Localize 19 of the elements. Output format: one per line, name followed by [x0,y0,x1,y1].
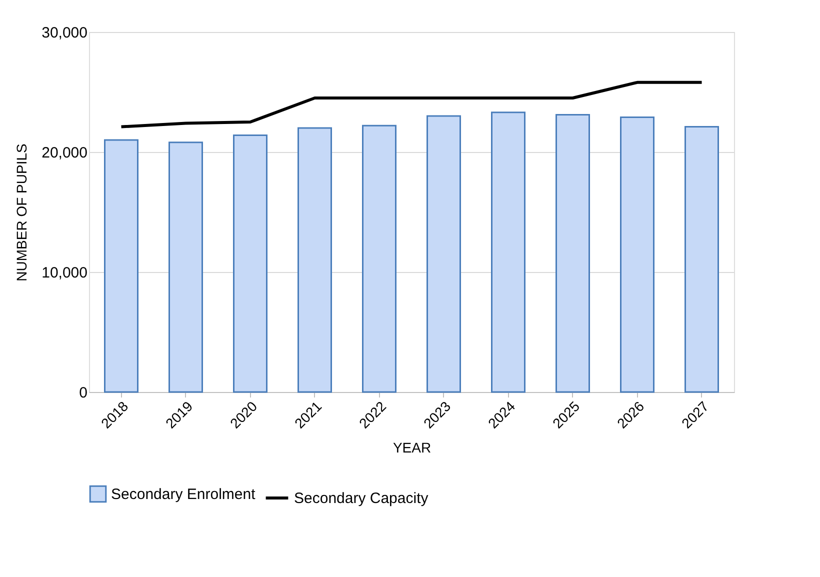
y-axis-title: NUMBER OF PUPILS [14,144,30,282]
line-series [120,80,704,128]
bar [104,139,138,393]
y-tick-label: 10,000 [42,264,88,282]
y-tick-label: 0 [79,384,88,402]
bar [362,124,396,393]
bar [168,142,203,393]
bar [684,126,719,393]
bar [491,112,526,393]
bar [426,115,461,393]
bar [620,116,654,393]
y-tick-label: 30,000 [42,24,88,42]
legend-label: Secondary Enrolment [111,486,256,503]
bar [298,127,332,393]
bar [233,134,268,393]
y-tick-label: 20,000 [42,144,88,162]
bar [556,114,590,393]
x-axis-title: YEAR [392,439,432,456]
legend-label: Secondary Capacity [294,490,429,507]
